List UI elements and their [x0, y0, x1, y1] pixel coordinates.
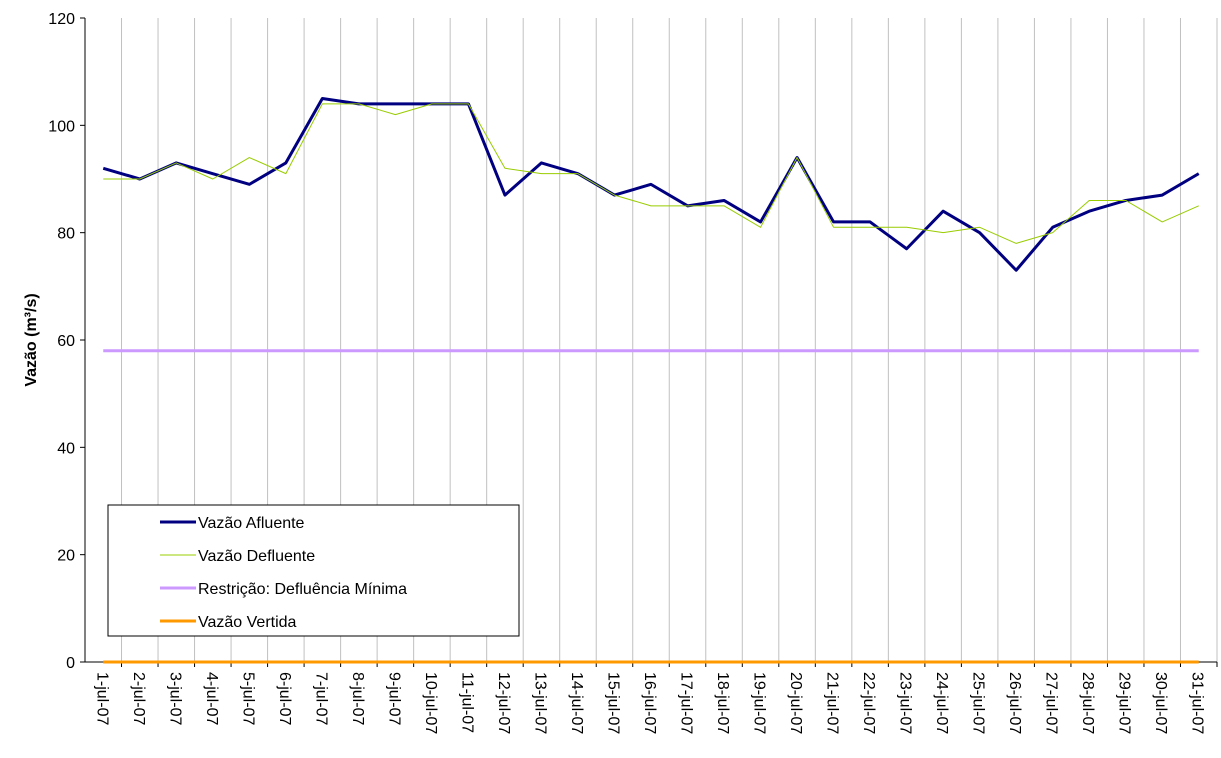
x-tick-label: 8-jul-07 [349, 672, 366, 725]
y-axis-label: Vazão (m³/s) [23, 293, 40, 386]
x-tick-label: 29-jul-07 [1116, 672, 1133, 734]
legend-box [107, 504, 520, 637]
x-tick-label: 19-jul-07 [751, 672, 768, 734]
x-tick-label: 31-jul-07 [1189, 672, 1206, 734]
y-tick-label: 80 [57, 226, 75, 243]
x-tick-label: 17-jul-07 [678, 672, 695, 734]
x-tick-label: 13-jul-07 [531, 672, 548, 734]
x-tick-label: 27-jul-07 [1043, 672, 1060, 734]
x-tick-label: 4-jul-07 [203, 672, 220, 725]
x-tick-label: 6-jul-07 [276, 672, 293, 725]
x-tick-label: 23-jul-07 [897, 672, 914, 734]
x-tick-label: 20-jul-07 [787, 672, 804, 734]
series-line [103, 103, 1199, 244]
x-tick-label: 16-jul-07 [641, 672, 658, 734]
legend-label: Vazão Vertida [198, 614, 297, 631]
x-tick-label: 5-jul-07 [239, 672, 256, 725]
x-tick-label: 28-jul-07 [1079, 672, 1096, 734]
legend-label: Vazão Defluente [198, 548, 315, 565]
x-tick-label: 21-jul-07 [824, 672, 841, 734]
x-tick-label: 30-jul-07 [1152, 672, 1169, 734]
x-tick-label: 7-jul-07 [312, 672, 329, 725]
x-tick-label: 10-jul-07 [422, 672, 439, 734]
x-tick-label: 14-jul-07 [568, 672, 585, 734]
x-tick-label: 1-jul-07 [93, 672, 110, 725]
x-tick-label: 3-jul-07 [166, 672, 183, 725]
x-tick-label: 11-jul-07 [458, 672, 475, 733]
x-tick-label: 18-jul-07 [714, 672, 731, 734]
y-tick-label: 20 [57, 548, 75, 565]
x-tick-label: 26-jul-07 [1006, 672, 1023, 734]
x-tick-label: 24-jul-07 [933, 672, 950, 734]
x-tick-label: 12-jul-07 [495, 672, 512, 734]
y-tick-label: 100 [48, 118, 75, 135]
x-tick-label: 9-jul-07 [385, 672, 402, 725]
y-tick-label: 40 [57, 440, 75, 457]
x-tick-label: 2-jul-07 [130, 672, 147, 725]
x-tick-label: 15-jul-07 [604, 672, 621, 734]
y-tick-label: 0 [66, 655, 75, 672]
x-tick-label: 22-jul-07 [860, 672, 877, 734]
legend-label: Vazão Afluente [198, 515, 305, 532]
legend-label: Restrição: Defluência Mínima [198, 581, 407, 598]
y-tick-label: 60 [57, 333, 75, 350]
x-tick-label: 25-jul-07 [970, 672, 987, 734]
series-line [102, 97, 1200, 272]
y-tick-label: 120 [48, 11, 75, 28]
